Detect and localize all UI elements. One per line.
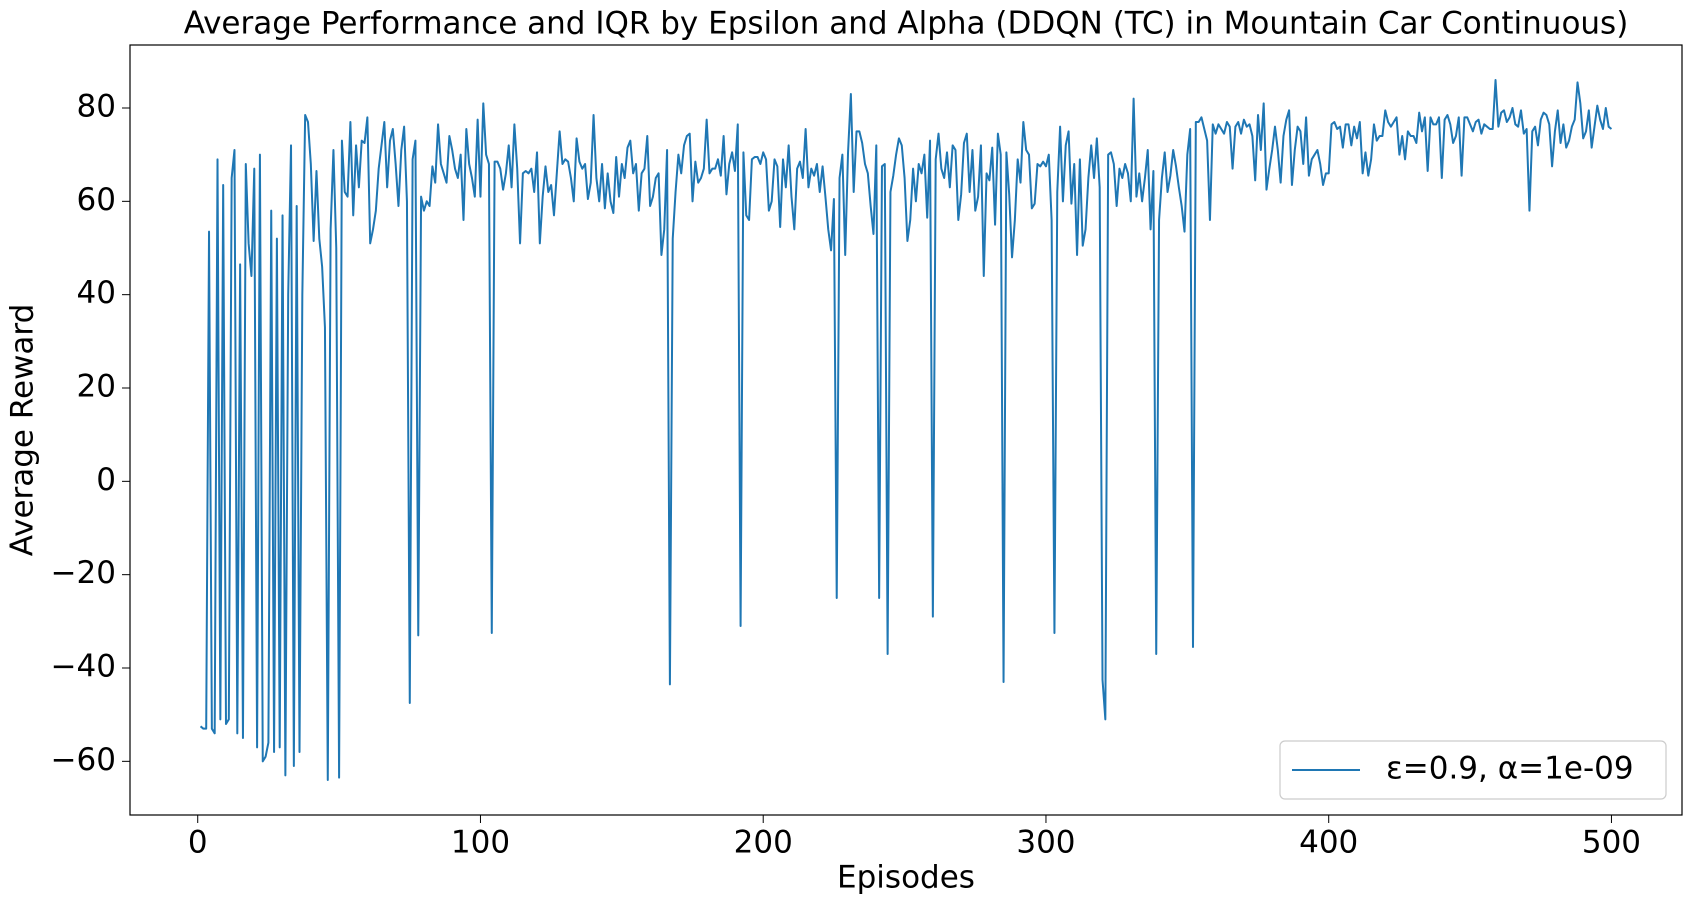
- x-tick-label: 300: [1016, 825, 1075, 861]
- x-axis-label: Episodes: [837, 860, 975, 896]
- x-tick-label: 100: [451, 825, 510, 861]
- y-tick-label: −40: [51, 649, 116, 685]
- y-tick-label: 60: [77, 182, 116, 218]
- chart-title: Average Performance and IQR by Epsilon a…: [184, 6, 1629, 42]
- x-tick-label: 200: [734, 825, 793, 861]
- legend-box: [1279, 740, 1667, 800]
- legend-label: ε=0.9, α=1e-09: [1386, 751, 1634, 787]
- y-tick-label: 80: [77, 89, 116, 125]
- y-tick-label: 0: [96, 462, 116, 498]
- y-tick-label: −60: [51, 742, 116, 778]
- y-tick-label: 20: [77, 369, 116, 405]
- data-line: [199, 79, 1613, 781]
- y-axis-label: Average Reward: [5, 304, 41, 557]
- x-tick-label: 400: [1299, 825, 1358, 861]
- y-tick-label: 40: [77, 275, 116, 311]
- x-tick-label: 0: [188, 825, 208, 861]
- axes-frame: [129, 44, 1683, 816]
- x-tick-label: 500: [1582, 825, 1641, 861]
- y-tick-label: −20: [51, 555, 116, 591]
